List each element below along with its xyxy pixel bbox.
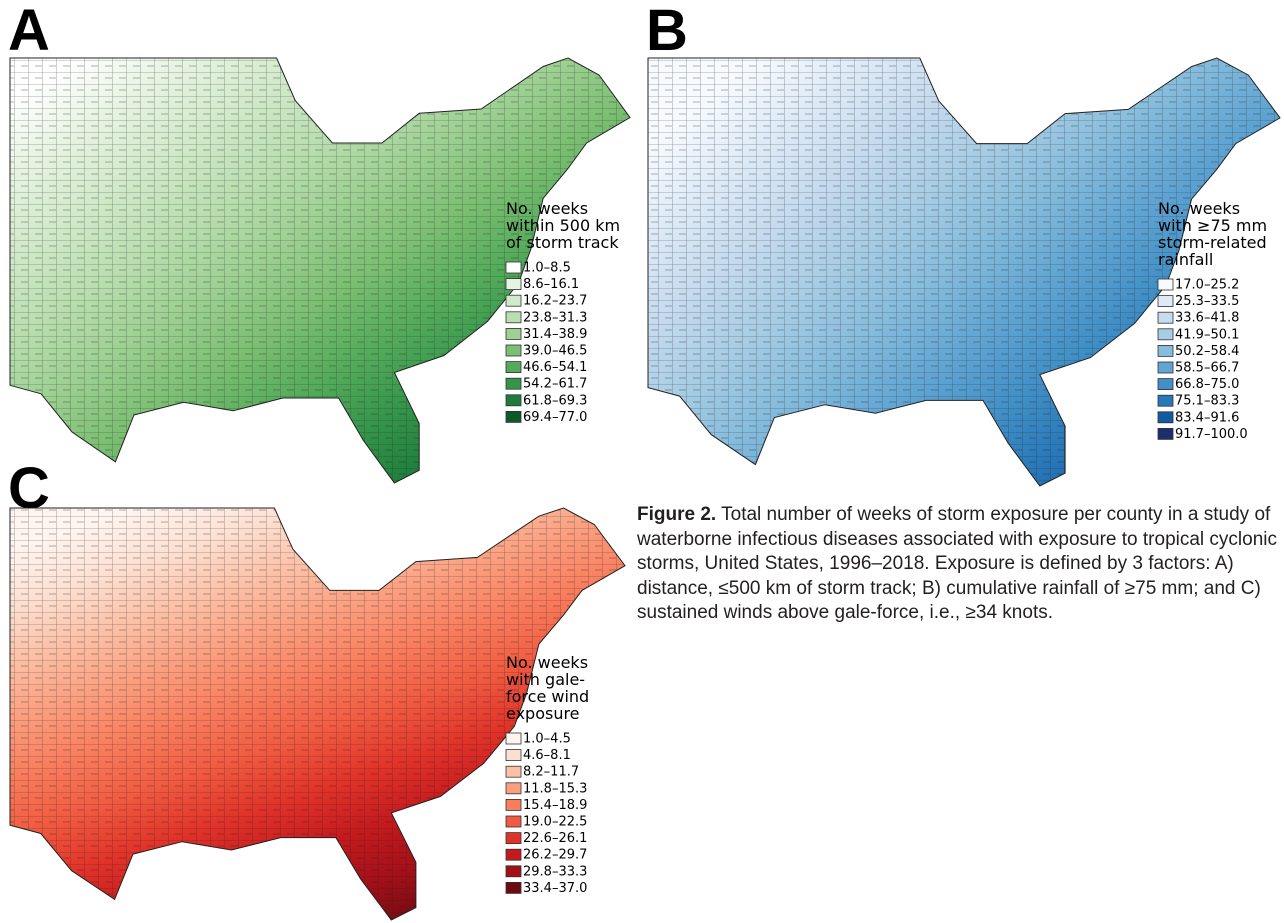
legend-swatch [1157,311,1174,324]
legend-title: within 500 km [506,216,620,235]
legend-swatch [1157,295,1174,308]
legend-label: 16.2–23.7 [523,294,587,309]
legend-title: with gale- [506,670,585,689]
legend-swatch [1157,278,1174,291]
legend-label: 39.0–46.5 [523,344,587,359]
legend-label: 50.2–58.4 [1175,344,1239,359]
legend-swatch [505,377,522,390]
legend-title: rainfall [1158,250,1213,269]
legend-label: 58.5–66.7 [1175,361,1239,376]
legend-swatch [1157,427,1174,440]
legend-title: storm-related [1158,233,1267,252]
legend-label: 46.6–54.1 [523,360,587,375]
legend-swatch [505,799,522,811]
legend-title: No. weeks [506,653,588,672]
legend-label: 22.6–26.1 [523,831,587,846]
legend-swatch [505,749,522,761]
legend-label: 75.1–83.3 [1175,394,1239,409]
legend-label: 26.2–29.7 [523,848,587,863]
legend-title: with ≥75 mm [1158,216,1267,235]
legend-label: 17.0–25.2 [1175,278,1239,293]
legend-swatch [505,865,522,878]
legend-label: 23.8–31.3 [523,310,587,325]
legend-label: 29.8–33.3 [523,864,587,879]
legend-label: 61.8–69.3 [523,393,587,408]
caption-text: Total number of weeks of storm exposure … [637,504,1277,623]
legend-title: exposure [506,704,580,723]
legend-swatch [505,311,522,324]
legend-swatch [1157,411,1174,424]
legend-swatch [505,327,522,340]
panel-letter: B [646,0,688,63]
legend-label: 4.6–8.1 [523,748,571,763]
legend-swatch [505,278,522,291]
legend-swatch [1157,394,1174,407]
legend-label: 11.8–15.3 [523,781,587,796]
legend-swatch [1157,378,1174,391]
county-borders [648,58,1280,486]
legend-swatch [505,410,522,423]
legend-label: 66.8–75.0 [1175,377,1239,392]
legend-swatch [505,782,522,795]
legend-label: 83.4–91.6 [1175,410,1239,425]
legend-swatch [1157,328,1174,341]
legend-title: No. weeks [1158,199,1240,218]
legend-label: 8.6–16.1 [523,277,579,292]
legend-title: No. weeks [506,199,588,218]
legend-swatch [505,832,522,844]
legend-label: 1.0–8.5 [523,261,571,276]
legend-label: 8.2–11.7 [523,765,579,780]
legend-title: force wind [506,687,589,706]
caption: Figure 2. Total number of weeks of storm… [637,503,1277,626]
county-borders [10,508,625,920]
caption-label: Figure 2. [637,504,717,525]
panel-letter: A [8,0,50,63]
legend-swatch [505,882,522,894]
county-borders [10,58,630,483]
legend-swatch [505,848,522,861]
legend-swatch [505,815,522,828]
legend-swatch [505,765,522,778]
legend-swatch [505,294,522,307]
legend-label: 1.0–4.5 [523,732,571,747]
legend-swatch [505,361,522,374]
legend-swatch [505,732,522,745]
legend-label: 33.6–41.8 [1175,311,1239,326]
legend-label: 33.4–37.0 [523,881,587,896]
legend-label: 41.9–50.1 [1175,327,1239,342]
legend-swatch [1157,361,1174,374]
legend-label: 54.2–61.7 [523,377,587,392]
legend-swatch [505,261,522,274]
legend-swatch [505,344,522,357]
legend-label: 31.4–38.9 [523,327,587,342]
legend-label: 25.3–33.5 [1175,294,1239,309]
legend-swatch [1157,344,1174,357]
legend-label: 15.4–18.9 [523,798,587,813]
legend-title: of storm track [506,233,619,252]
legend-swatch [505,394,522,407]
legend-label: 69.4–77.0 [523,410,587,425]
legend-label: 91.7–100.0 [1175,427,1248,442]
legend-label: 19.0–22.5 [523,815,587,830]
